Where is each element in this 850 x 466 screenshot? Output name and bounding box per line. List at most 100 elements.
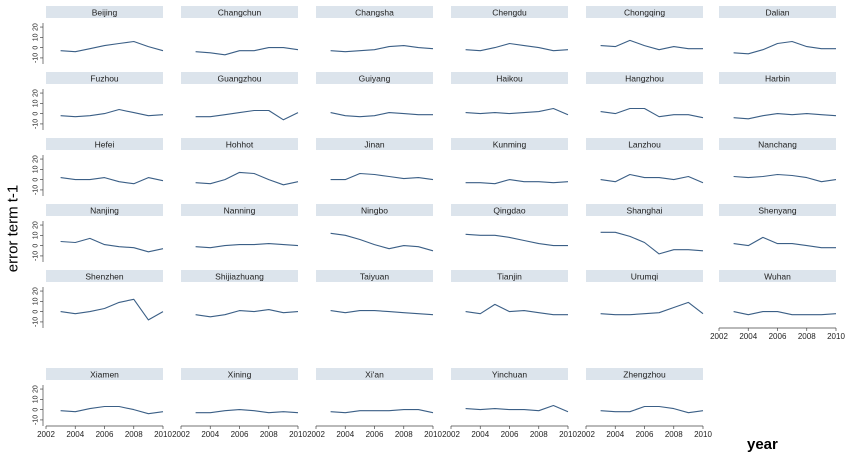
panel-title: Changsha	[355, 8, 394, 18]
x-tick-label: 2008	[125, 430, 143, 439]
series-line	[330, 232, 434, 252]
x-tick-label: 2002	[710, 332, 728, 341]
y-tick-label: 0	[33, 408, 40, 412]
panel: Fuzhou 20 10 0 -10	[33, 72, 164, 130]
x-tick-label: 2010	[424, 430, 442, 439]
panel: Hangzhou	[586, 72, 704, 119]
series-line	[465, 107, 569, 116]
panel: Nanjing 20 10 0 -10	[33, 204, 164, 262]
y-tick-label: 10	[33, 33, 40, 41]
panel-title: Haikou	[496, 74, 523, 84]
panel-title: Hohhot	[226, 140, 254, 150]
panel-strip	[46, 138, 163, 150]
series-line	[733, 113, 837, 120]
y-tick-label: -10	[33, 185, 40, 195]
series-line	[733, 173, 837, 183]
y-tick-label: -10	[33, 119, 40, 129]
panel: Shenyang	[719, 204, 836, 249]
panel: Guangzhou	[181, 72, 299, 121]
panel-strip	[46, 270, 163, 282]
panel-title: Xiamen	[90, 370, 119, 380]
x-tick-label: 2006	[769, 332, 787, 341]
series-line	[60, 237, 164, 253]
x-tick-label: 2006	[636, 430, 654, 439]
panel-strip	[586, 138, 703, 150]
x-tick-label: 2002	[577, 430, 595, 439]
panel: Lanzhou	[586, 138, 704, 184]
series-line	[330, 172, 434, 181]
panel-strip	[451, 138, 568, 150]
y-tick-label: 20	[33, 23, 40, 31]
panel-strip	[451, 72, 568, 84]
y-axis-label: error term t-1	[4, 184, 22, 273]
series-line	[465, 179, 569, 185]
panel: Nanchang	[719, 138, 837, 183]
series-line	[60, 298, 164, 321]
panel-title: Shijiazhuang	[215, 272, 264, 282]
x-tick-label: 2004	[739, 332, 757, 341]
series-line	[195, 243, 299, 249]
panel-strip	[586, 204, 703, 216]
panel-strip	[451, 204, 568, 216]
panel-title: Hefei	[95, 140, 115, 150]
panel-strip	[46, 72, 163, 84]
series-line	[465, 233, 568, 247]
panel-strip	[316, 270, 433, 282]
panel-title: Shanghai	[627, 206, 663, 216]
panel: Dalian	[719, 6, 836, 55]
panel-title: Changchun	[218, 8, 262, 18]
panel: Beijing 20 10 0 -10	[33, 6, 164, 64]
series-line	[733, 311, 837, 316]
panel: Urumqi	[586, 270, 704, 316]
x-tick-label: 2008	[665, 430, 683, 439]
panel: Changchun	[181, 6, 299, 56]
panel-strip	[586, 72, 703, 84]
panel-strip	[719, 6, 836, 18]
panel-title: Lanzhou	[628, 140, 661, 150]
panel-strip	[451, 368, 568, 380]
x-tick-label: 2006	[231, 430, 249, 439]
series-line	[195, 109, 299, 121]
y-tick-label: 10	[33, 297, 40, 305]
panel-strip	[586, 368, 703, 380]
panel-strip	[181, 204, 298, 216]
panel: Haikou	[451, 72, 569, 116]
panel-strip	[586, 270, 703, 282]
y-tick-label: 20	[33, 385, 40, 393]
panel-title: Hangzhou	[625, 74, 664, 84]
panel: Jinan	[316, 138, 434, 181]
panel-strip	[316, 204, 433, 216]
panel-title: Urumqi	[631, 272, 659, 282]
panel-strip	[181, 368, 298, 380]
panel: Ningbo	[316, 204, 434, 252]
panel: Xi'an 2002 2004 2006 2008 2010	[307, 368, 442, 439]
x-tick-label: 2010	[827, 332, 845, 341]
series-line	[330, 310, 434, 316]
y-tick-label: 0	[33, 178, 40, 182]
panel: Qingdao	[451, 204, 568, 247]
panel: Tianjin	[451, 270, 568, 316]
series-line	[330, 45, 434, 53]
panel-strip	[719, 270, 836, 282]
panel: Hefei 20 10 0 -10	[33, 138, 164, 196]
panel: Yinchuan 2002 2004 2006 2008 2010	[442, 368, 577, 439]
y-tick-label: 10	[33, 165, 40, 173]
panel: Harbin	[719, 72, 837, 120]
panel: Chongqing	[586, 6, 703, 51]
panel-title: Shenyang	[758, 206, 797, 216]
panel-title: Jinan	[364, 140, 385, 150]
panel-title: Harbin	[765, 74, 790, 84]
series-line	[465, 303, 568, 316]
series-line	[60, 177, 164, 185]
x-tick-label: 2004	[606, 430, 624, 439]
series-line	[195, 409, 299, 414]
panel-title: Qingdao	[493, 206, 525, 216]
panel-title: Nanjing	[90, 206, 119, 216]
y-tick-label: 10	[33, 99, 40, 107]
series-line	[600, 107, 704, 119]
panel-title: Xining	[228, 370, 252, 380]
panel: Shenzhen 20 10 0 -10	[33, 270, 164, 328]
series-line	[600, 173, 704, 184]
panel-strip	[181, 138, 298, 150]
